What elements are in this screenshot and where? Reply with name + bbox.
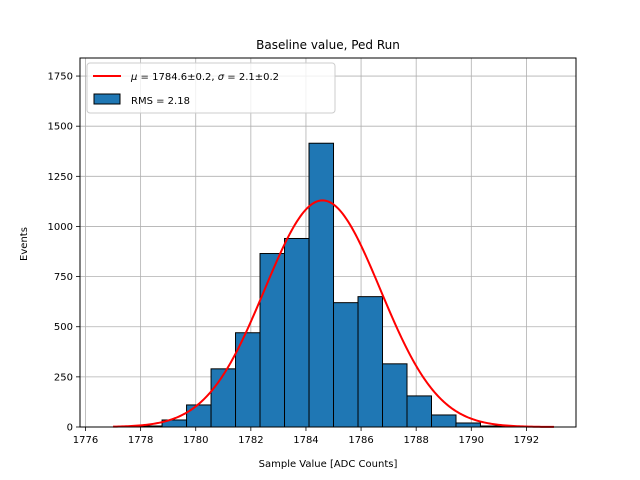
- histogram-bar: [284, 237, 310, 428]
- histogram-bar: [406, 395, 432, 428]
- x-tick-label: 1786: [348, 435, 373, 446]
- y-tick-label: 750: [54, 272, 73, 283]
- x-tick-label: 1776: [73, 435, 98, 446]
- y-tick-label: 1000: [48, 222, 73, 233]
- histogram-bars: [137, 142, 506, 428]
- gaussian-fit: [113, 199, 554, 428]
- x-tick-label: 1790: [459, 435, 484, 446]
- x-tick-label: 1788: [403, 435, 428, 446]
- histogram-bar: [382, 363, 408, 428]
- chart-title: Baseline value, Ped Run: [256, 38, 400, 52]
- y-tick-label: 250: [54, 372, 73, 383]
- x-tick-label: 1784: [293, 435, 318, 446]
- x-axis-label: Sample Value [ADC Counts]: [259, 459, 398, 470]
- histogram-bar: [259, 253, 286, 428]
- y-tick-label: 0: [67, 423, 73, 434]
- fit-curve: [113, 199, 554, 428]
- legend-sigma-symbol: σ: [218, 72, 225, 83]
- histogram-bar: [455, 422, 481, 428]
- legend-sigma-text: = 2.1±0.2: [224, 72, 279, 83]
- x-tick-label: 1792: [514, 435, 539, 446]
- legend-mu-symbol: μ: [130, 72, 137, 83]
- y-tick-label: 1250: [48, 172, 73, 183]
- x-tick-label: 1780: [183, 435, 208, 446]
- histogram-bar: [186, 404, 212, 428]
- y-tick-label: 1500: [48, 122, 73, 133]
- legend-mu-text: = 1784.6±0.2,: [137, 72, 217, 83]
- axes-frame: [79, 57, 577, 428]
- x-tick-label: 1778: [128, 435, 153, 446]
- histogram-bar: [308, 142, 335, 428]
- legend-box: [86, 62, 336, 114]
- x-tick-label: 1782: [238, 435, 263, 446]
- histogram-bar: [357, 296, 384, 428]
- legend-fit-label: μ = 1784.6±0.2, σ = 2.1±0.2: [130, 72, 279, 83]
- histogram-bar: [430, 414, 457, 428]
- y-tick-label: 1750: [48, 72, 73, 83]
- y-axis-label: Events: [19, 227, 30, 261]
- histogram-bar: [333, 302, 359, 428]
- legend: μ = 1784.6±0.2, σ = 2.1±0.2 RMS = 2.18: [86, 62, 336, 114]
- y-axis-ticks: 0 250 500 750 1000 1250 1500 1750: [48, 72, 80, 434]
- legend-hist-swatch: [93, 93, 121, 105]
- x-axis-ticks: 1776 1778 1780 1782 1784 1786 1788 1790 1792: [73, 427, 539, 446]
- histogram-bar: [210, 368, 237, 428]
- y-tick-label: 500: [54, 322, 73, 333]
- legend-hist-label: RMS = 2.18: [131, 96, 190, 107]
